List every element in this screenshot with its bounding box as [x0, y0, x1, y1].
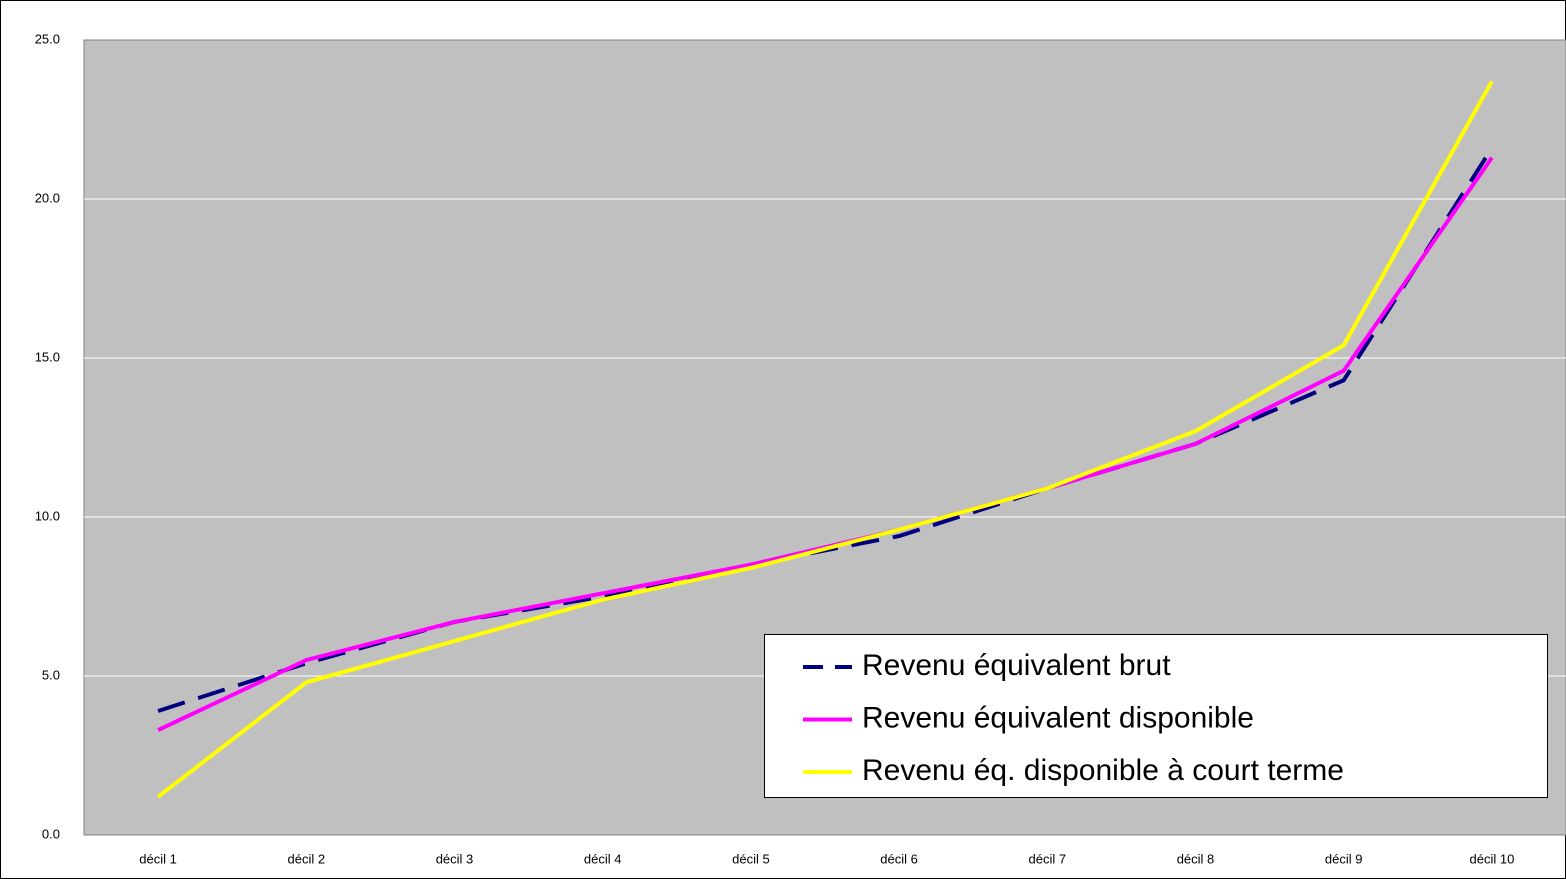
x-tick-label: décil 7	[1029, 851, 1067, 866]
x-tick-label: décil 5	[732, 851, 770, 866]
legend: Revenu équivalent brut Revenu équivalent …	[764, 634, 1548, 798]
x-tick-label: décil 1	[139, 851, 177, 866]
y-tick-label: 5.0	[42, 667, 60, 682]
legend-label: Revenu éq. disponible à court terme	[862, 754, 1344, 787]
legend-box	[764, 634, 1548, 798]
y-tick-label: 20.0	[35, 190, 60, 205]
y-tick-label: 10.0	[35, 508, 60, 523]
legend-label: Revenu équivalent disponible	[862, 701, 1254, 734]
x-tick-label: décil 2	[288, 851, 326, 866]
x-tick-label: décil 3	[436, 851, 474, 866]
legend-label: Revenu équivalent brut	[862, 649, 1171, 682]
x-tick-label: décil 4	[584, 851, 622, 866]
series-line	[156, 80, 1494, 799]
x-tick-label: décil 10	[1469, 851, 1514, 866]
x-tick-label: décil 6	[880, 851, 918, 866]
x-tick-label: décil 8	[1177, 851, 1215, 866]
y-tick-label: 15.0	[35, 349, 60, 364]
y-tick-label: 0.0	[42, 826, 60, 841]
x-tick-label: décil 9	[1325, 851, 1363, 866]
y-tick-label: 25.0	[35, 31, 60, 46]
